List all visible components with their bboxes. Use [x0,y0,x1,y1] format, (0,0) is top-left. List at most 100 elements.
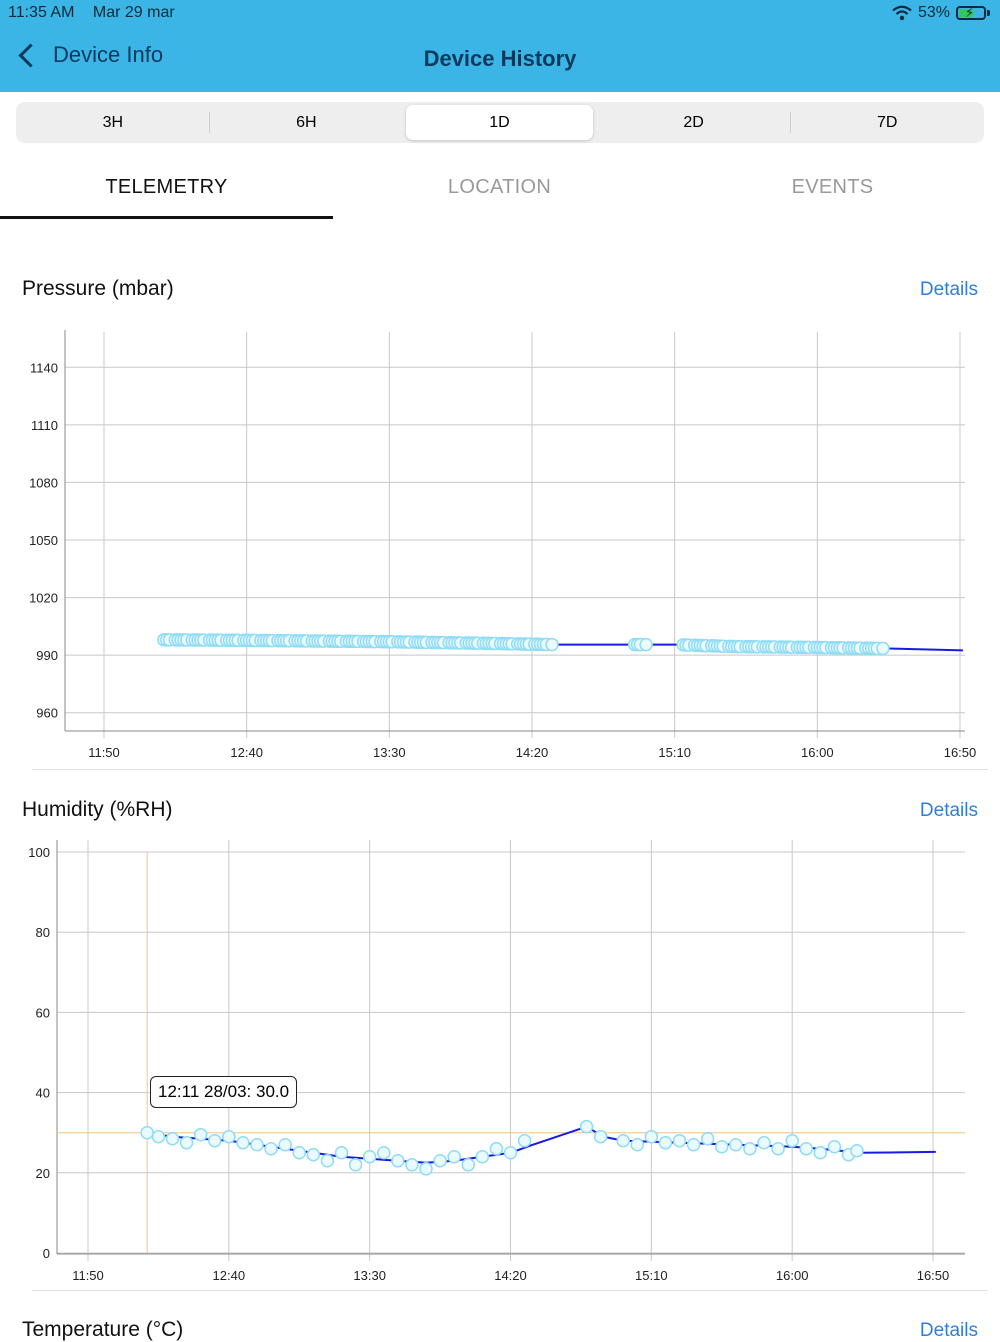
data-point [320,1154,335,1168]
tab-location[interactable]: LOCATION [447,176,552,198]
y-tick-label: 960 [36,706,58,721]
data-point [672,1133,687,1148]
data-point [140,1125,154,1140]
data-point [579,1119,594,1134]
temperature-details-link[interactable]: Details [919,1320,978,1341]
data-point [165,1131,180,1146]
data-point [771,1141,785,1156]
humidity-details-link[interactable]: Details [919,800,978,821]
y-tick-label: 1080 [29,475,58,490]
status-date: Mar 29 mar [92,4,175,21]
battery-percent: 53% [917,4,950,21]
tab-events[interactable]: EVENTS [791,176,874,198]
data-point [362,1150,377,1164]
battery-tip [987,10,990,16]
battery-icon: ⚡ [956,5,986,20]
data-point [545,637,559,652]
range-2d[interactable]: 2D [683,114,704,131]
data-point [639,637,653,652]
y-tick-label: 1050 [29,533,58,548]
data-point [334,1146,349,1160]
tab-telemetry[interactable]: TELEMETRY [0,160,333,219]
range-selector: 3H 6H 1D 2D 7D [16,102,984,143]
data-point [236,1135,250,1150]
range-6h[interactable]: 6H [296,114,317,131]
y-tick-label: 100 [28,845,50,860]
data-point [593,1129,608,1144]
tab-bar: TELEMETRY LOCATION EVENTS [0,160,1000,219]
wifi-icon [892,5,912,21]
x-tick-label: 13:30 [373,745,406,760]
temperature-title: Temperature (°C) [22,1318,184,1341]
humidity-title: Humidity (%RH) [22,798,173,821]
data-point [813,1146,828,1160]
range-1d[interactable]: 1D [406,105,593,140]
y-tick-label: 1020 [29,591,58,606]
back-button[interactable]: Device Info [16,42,163,68]
data-point [658,1135,673,1150]
y-tick-label: 1140 [30,360,58,375]
segment-divider [209,112,210,133]
x-tick-label: 12:40 [213,1268,246,1280]
data-point [447,1150,461,1164]
data-point [644,1129,659,1144]
x-tick-label: 14:20 [494,1268,527,1280]
data-point [264,1141,278,1156]
chart-tooltip: 12:11 28/03: 30.0 [150,1076,298,1108]
x-tick-label: 14:20 [516,745,549,760]
y-tick-label: 990 [36,648,58,663]
status-bar-left: 11:35 AM Mar 29 mar [8,4,189,22]
data-point [193,1127,208,1142]
data-point [179,1135,194,1150]
range-7d[interactable]: 7D [876,114,898,131]
y-tick-label: 60 [36,1005,50,1020]
humidity-chart[interactable]: 100 80 60 40 20 0 11:50 12:40 13:30 14:20 15:10 16:… [0,840,1000,1280]
x-tick-label: 13:30 [353,1268,386,1280]
data-point [616,1133,630,1148]
data-point [278,1137,292,1152]
y-tick-label: 40 [36,1086,50,1101]
range-3h[interactable]: 3H [102,114,124,131]
page-title: Device History [423,46,577,71]
data-point [348,1158,363,1172]
y-tick-label: 0 [43,1246,50,1261]
pressure-chart[interactable]: 1140 1110 1080 1050 1020 990 960 11:50 12:40 13:3… [0,320,1000,760]
data-point [630,1137,644,1152]
pressure-title: Pressure (mbar) [22,277,174,300]
data-point [850,1143,864,1158]
data-point [785,1133,799,1148]
status-time: 11:35 AM [8,4,75,21]
x-tick-label: 12:40 [230,745,263,760]
x-tick-label: 15:10 [658,745,691,760]
x-tick-label: 15:10 [635,1268,668,1280]
data-point [743,1141,757,1156]
data-point [461,1158,475,1172]
data-point [489,1141,504,1156]
data-point [292,1146,306,1160]
x-tick-label: 11:50 [72,1268,104,1280]
section-divider [32,1290,988,1291]
y-tick-label: 80 [36,925,50,940]
status-bar-right: 53% ⚡ [892,4,990,22]
data-point [799,1141,813,1156]
pressure-details-link[interactable]: Details [919,279,978,300]
data-point [700,1131,715,1146]
x-tick-label: 16:00 [801,745,834,760]
y-tick-label: 20 [36,1166,50,1181]
nav-bar: 11:35 AM Mar 29 mar 53% ⚡ Device Info De… [0,0,1000,92]
x-tick-label: 16:50 [944,745,977,760]
data-point [222,1129,236,1144]
data-point [419,1162,433,1176]
data-point [377,1146,391,1160]
data-point [503,1146,518,1160]
data-point [433,1154,447,1168]
data-point [306,1148,321,1162]
data-point [757,1135,771,1150]
data-point [250,1137,264,1152]
data-point [391,1154,405,1168]
data-point [715,1139,729,1154]
data-point [151,1129,166,1144]
segment-divider [790,112,791,133]
back-label: Device Info [53,42,164,67]
section-divider [32,769,988,770]
